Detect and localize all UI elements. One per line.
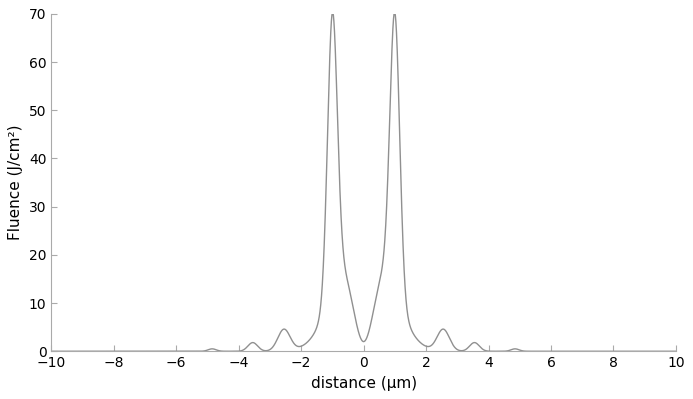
X-axis label: distance (μm): distance (μm): [310, 376, 416, 391]
Y-axis label: Fluence (J/cm²): Fluence (J/cm²): [8, 125, 24, 240]
